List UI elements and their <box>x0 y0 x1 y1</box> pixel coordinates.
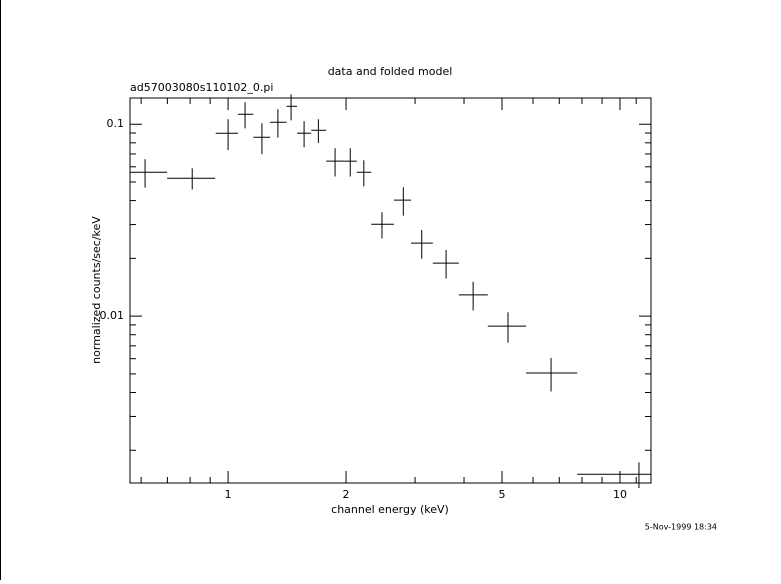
x-tick-label: 2 <box>343 488 350 501</box>
x-tick-label: 5 <box>498 488 505 501</box>
x-tick-label: 10 <box>613 488 627 501</box>
y-tick-label: 0.01 <box>100 309 125 322</box>
x-axis-label: channel energy (keV) <box>331 503 449 516</box>
y-axis-label: normalized counts/sec/keV <box>90 216 103 364</box>
chart-subtitle: ad57003080s110102_0.pi <box>130 81 273 94</box>
x-tick-label: 1 <box>225 488 232 501</box>
timestamp: 5-Nov-1999 18:34 <box>645 523 717 532</box>
y-tick-label: 0.1 <box>107 117 125 130</box>
chart-title: data and folded model <box>328 65 453 78</box>
plot-frame <box>129 97 652 484</box>
